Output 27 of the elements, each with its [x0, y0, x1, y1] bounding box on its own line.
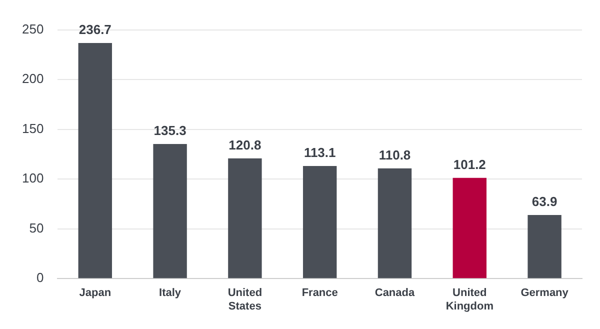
data-label: 135.3 [154, 123, 186, 138]
y-tick-label: 250 [22, 21, 44, 36]
x-tick-label: Canada [374, 287, 416, 300]
bar [452, 178, 486, 278]
y-tick-label: 100 [22, 170, 44, 186]
x-tick-label: United States [228, 287, 262, 312]
x-tick-label: France [302, 287, 338, 300]
y-tick-label: 150 [22, 120, 44, 136]
x-tick-label: Japan [79, 287, 112, 300]
data-label: 113.1 [304, 145, 336, 160]
bar [528, 215, 562, 278]
bar [153, 144, 187, 278]
data-label: 110.8 [378, 147, 411, 162]
data-label: 63.9 [532, 194, 558, 210]
data-label: 236.7 [78, 22, 112, 38]
bar [378, 168, 412, 278]
bar [228, 158, 262, 278]
y-tick-label: 200 [22, 71, 44, 86]
x-tick-label: United Kingdom [446, 287, 494, 312]
bar [78, 43, 112, 278]
bar [302, 166, 337, 278]
y-tick-label: 0 [36, 270, 44, 286]
x-tick-label: Germany [520, 287, 570, 300]
x-tick-label: Italy [159, 287, 182, 300]
data-label: 120.8 [228, 137, 262, 152]
data-label: 101.2 [453, 156, 486, 172]
y-tick-label: 50 [29, 220, 44, 236]
